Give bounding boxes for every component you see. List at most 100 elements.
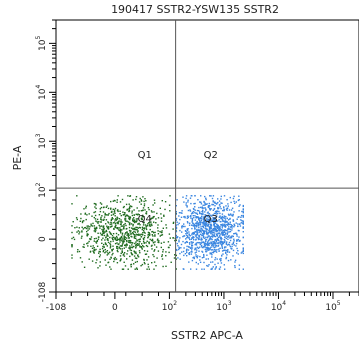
event-dot [230,209,233,211]
event-dot [107,207,110,210]
event-dot [193,224,196,226]
event-dot [153,255,155,258]
event-dot [88,240,90,243]
event-dot [224,217,226,219]
event-dot [153,211,155,213]
event-dot [184,225,186,228]
event-dot [207,221,210,223]
event-dot [101,228,103,231]
event-dot [201,213,203,215]
event-dot [131,212,133,214]
event-dot [233,233,235,235]
event-dot [125,228,127,230]
event-dot [217,212,219,215]
event-dot [229,226,232,228]
event-dot [211,230,213,233]
event-dot [80,217,82,220]
event-dot [225,223,227,226]
event-dot [207,258,209,260]
event-dot [241,210,243,213]
event-dot [241,251,243,253]
event-dot [228,251,231,253]
event-dot [77,230,80,232]
event-dot [224,230,226,232]
event-dot [141,215,143,217]
event-dot [236,247,238,250]
event-dot [205,246,207,249]
event-dot [196,229,198,231]
event-dot [191,242,193,245]
event-dot [80,213,82,215]
event-dot [224,221,226,224]
chart-title: 190417 SSTR2-YSW135 SSTR2 [111,3,279,16]
event-dot [120,221,122,223]
event-dot [138,201,141,203]
event-dot [226,221,228,223]
event-dot [127,268,129,270]
event-dot [126,240,128,243]
event-dot [110,257,112,259]
event-dot [128,239,130,242]
event-dot [205,236,207,238]
event-dot [205,208,207,210]
event-dot [144,235,146,237]
event-dot [121,245,123,247]
event-dot [224,234,226,236]
event-dot [143,227,146,229]
event-dot [125,203,128,206]
event-dot [105,264,107,266]
event-dot [159,235,161,237]
event-dot [205,240,207,242]
event-dot [206,217,208,220]
event-dot [155,265,157,267]
event-dot [194,230,196,233]
event-dot [190,213,193,215]
event-dot [205,228,208,230]
event-dot [204,244,207,247]
event-dot [125,246,127,248]
event-dot [227,259,230,262]
event-dot [150,239,153,242]
event-dot [217,236,220,238]
event-dot [190,251,192,253]
event-dot [178,246,180,248]
event-dot [118,247,121,249]
event-dot [126,214,128,216]
event-dot [125,224,127,227]
event-dot [131,236,133,238]
event-dot [136,231,139,233]
event-dot [169,210,171,212]
event-dot [221,213,224,215]
event-dot [159,230,161,233]
event-dot [188,234,191,236]
event-dot [127,221,130,223]
event-dot [189,247,192,249]
event-dot [235,222,237,224]
event-dot [126,244,128,246]
event-dot [103,246,105,248]
event-dot [184,241,187,244]
event-dot [229,239,232,242]
y-tick-label: 0 [38,236,48,242]
event-dot [203,221,205,224]
event-dot [143,203,146,205]
event-dot [162,227,164,229]
event-dot [215,251,218,253]
event-dot [208,202,210,205]
event-dot [215,211,217,213]
event-dot [128,216,130,219]
event-dot [231,245,233,248]
event-dot [113,228,115,230]
event-dot [84,226,87,229]
event-dot [122,240,125,242]
event-dot [197,247,200,249]
event-dot [212,266,214,268]
event-dot [71,254,73,256]
event-dot [145,200,147,202]
event-dot [191,249,193,251]
event-dot [212,221,215,223]
event-dot [204,207,206,209]
event-dot [187,209,190,212]
event-dot [232,241,235,244]
event-dot [192,222,194,224]
